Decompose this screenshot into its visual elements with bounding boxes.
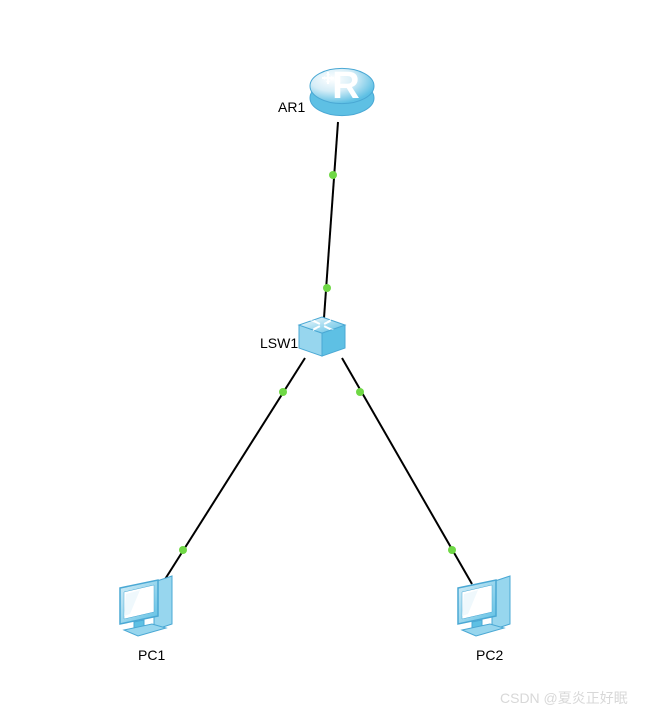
svg-text:R: R [332, 65, 359, 107]
node-LSW1 [299, 317, 345, 356]
port-status-icon [279, 388, 287, 396]
node-label-PC2: PC2 [476, 647, 503, 663]
port-status-icon [448, 546, 456, 554]
port-status-icon [179, 546, 187, 554]
node-PC1 [120, 576, 172, 636]
node-label-LSW1: LSW1 [260, 335, 298, 351]
node-label-PC1: PC1 [138, 647, 165, 663]
node-AR1: R [310, 65, 374, 116]
node-label-AR1: AR1 [278, 99, 305, 115]
port-status-icon [329, 171, 337, 179]
network-diagram: R AR1 LSW1 PC1 PC2 [0, 0, 657, 700]
port-status-icon [323, 284, 331, 292]
node-PC2 [458, 576, 510, 636]
port-status-icon [356, 388, 364, 396]
watermark: CSDN @夏炎正好眠 [500, 688, 628, 708]
